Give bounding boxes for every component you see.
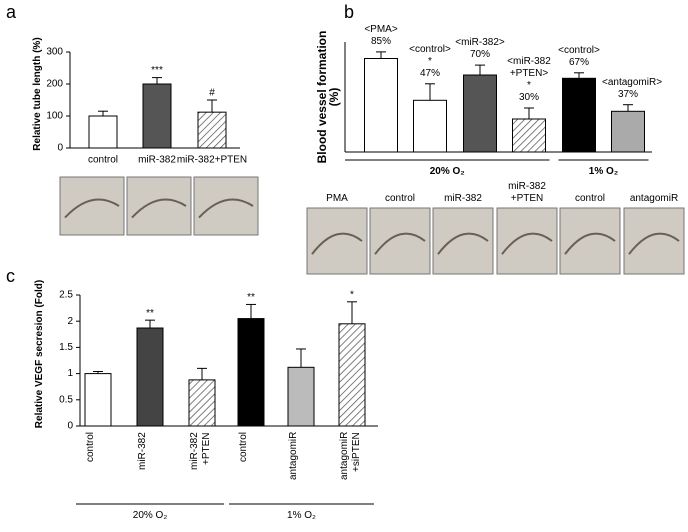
value-label: 85% [370, 35, 391, 47]
significance: # [209, 88, 215, 99]
y-tick-label: 1 [67, 368, 73, 379]
significance: ** [146, 308, 154, 319]
photo [369, 207, 431, 275]
x-tick-label: control [88, 155, 118, 166]
bar [197, 111, 227, 149]
photo-detail [501, 232, 553, 255]
x-tick-label: antagomiR +siPTEN [339, 432, 362, 481]
x-tick-label: antagomiR [288, 432, 299, 481]
panel-label: b [344, 2, 355, 22]
value-label: 67% [568, 56, 589, 68]
bar-name: <antagomiR> [602, 76, 663, 88]
significance: ** [247, 292, 255, 303]
bar [562, 77, 596, 153]
y-tick-label: 0.5 [59, 394, 73, 405]
value-label: 37% [617, 88, 638, 100]
photo [623, 207, 685, 275]
image-label: control [384, 193, 415, 204]
photo [559, 207, 621, 275]
y-tick-label: 300 [46, 47, 63, 58]
image-label: antagomiR [629, 193, 679, 204]
value-label: 47% [419, 67, 440, 79]
y-tick-label: 200 [46, 79, 63, 90]
bar-annotation: <control> * 47% [394, 44, 466, 80]
bar-name: <control> [558, 44, 600, 56]
image-label: PMA [326, 193, 348, 204]
x-tick-label: miR-382 [137, 432, 148, 470]
y-tick-label: 1.5 [59, 342, 73, 353]
bar [364, 58, 398, 153]
bar-name: <miR-382> [455, 37, 505, 49]
y-axis-label: Relative tube length (%) [32, 37, 43, 151]
photo-detail [131, 198, 187, 219]
photo [432, 207, 494, 275]
value-label: 70% [469, 49, 490, 61]
photo-detail [374, 232, 426, 255]
image-label: control [574, 193, 605, 204]
bar [188, 379, 216, 427]
y-axis-label: Relative VEGF secresion (Fold) [34, 279, 45, 429]
group-label: 1% O₂ [287, 510, 316, 521]
bar [413, 99, 447, 153]
photo [126, 176, 192, 236]
y-axis-label: Blood vessel formation (%) [315, 30, 341, 164]
photo-detail [564, 232, 616, 255]
panel-label: a [6, 2, 17, 22]
photo-detail [437, 232, 489, 255]
x-tick-label: miR-382+PTEN [177, 155, 247, 166]
bar [142, 83, 172, 149]
bar-name: <PMA> [364, 23, 398, 35]
x-tick-label: control [85, 432, 96, 463]
image-label: miR-382 +PTEN [508, 181, 546, 204]
bar [136, 327, 164, 427]
photo [496, 207, 558, 275]
bar-annotation: <PMA> 85% [345, 24, 417, 48]
bar-annotation: <antagomiR> 37% [592, 77, 664, 101]
bar [463, 74, 497, 153]
bar [88, 115, 118, 149]
value-label: 30% [518, 92, 539, 103]
group-label: 1% O₂ [588, 166, 619, 177]
significance: * [350, 289, 354, 300]
bar [512, 118, 546, 153]
group-label: 20% O₂ [429, 166, 465, 177]
panel-label: c [6, 266, 15, 286]
y-tick-label: 0 [67, 421, 73, 432]
bar-annotation: <control> 67% [543, 45, 615, 69]
significance: *** [151, 65, 163, 76]
y-tick-label: 100 [46, 111, 63, 122]
bar-annotation: <miR-382> 70% [444, 37, 516, 61]
photo-detail [64, 198, 120, 219]
photo [306, 207, 368, 275]
x-tick-label: control [238, 432, 249, 463]
bar [237, 318, 265, 427]
photo-detail [198, 198, 254, 219]
y-tick-label: 0 [57, 143, 63, 154]
significance: * [527, 80, 531, 91]
photo-detail [628, 232, 680, 255]
group-label: 20% O₂ [132, 510, 168, 521]
photo [193, 176, 259, 236]
image-label: miR-382 [444, 193, 482, 204]
bar [287, 366, 315, 427]
bar [84, 373, 112, 427]
x-tick-label: miR-382 +PTEN [189, 432, 212, 470]
y-tick-label: 2.5 [59, 290, 73, 301]
bar-name: <miR-382 +PTEN> [507, 56, 551, 79]
bar-name: <control> [409, 43, 451, 55]
bar [611, 110, 645, 153]
significance: * [428, 55, 432, 67]
photo [59, 176, 125, 236]
bar [338, 323, 366, 427]
y-tick-label: 2 [67, 316, 73, 327]
x-tick-label: miR-382 [138, 155, 176, 166]
bar-annotation: <miR-382 +PTEN> * 30% [493, 56, 565, 104]
photo-detail [311, 232, 363, 255]
